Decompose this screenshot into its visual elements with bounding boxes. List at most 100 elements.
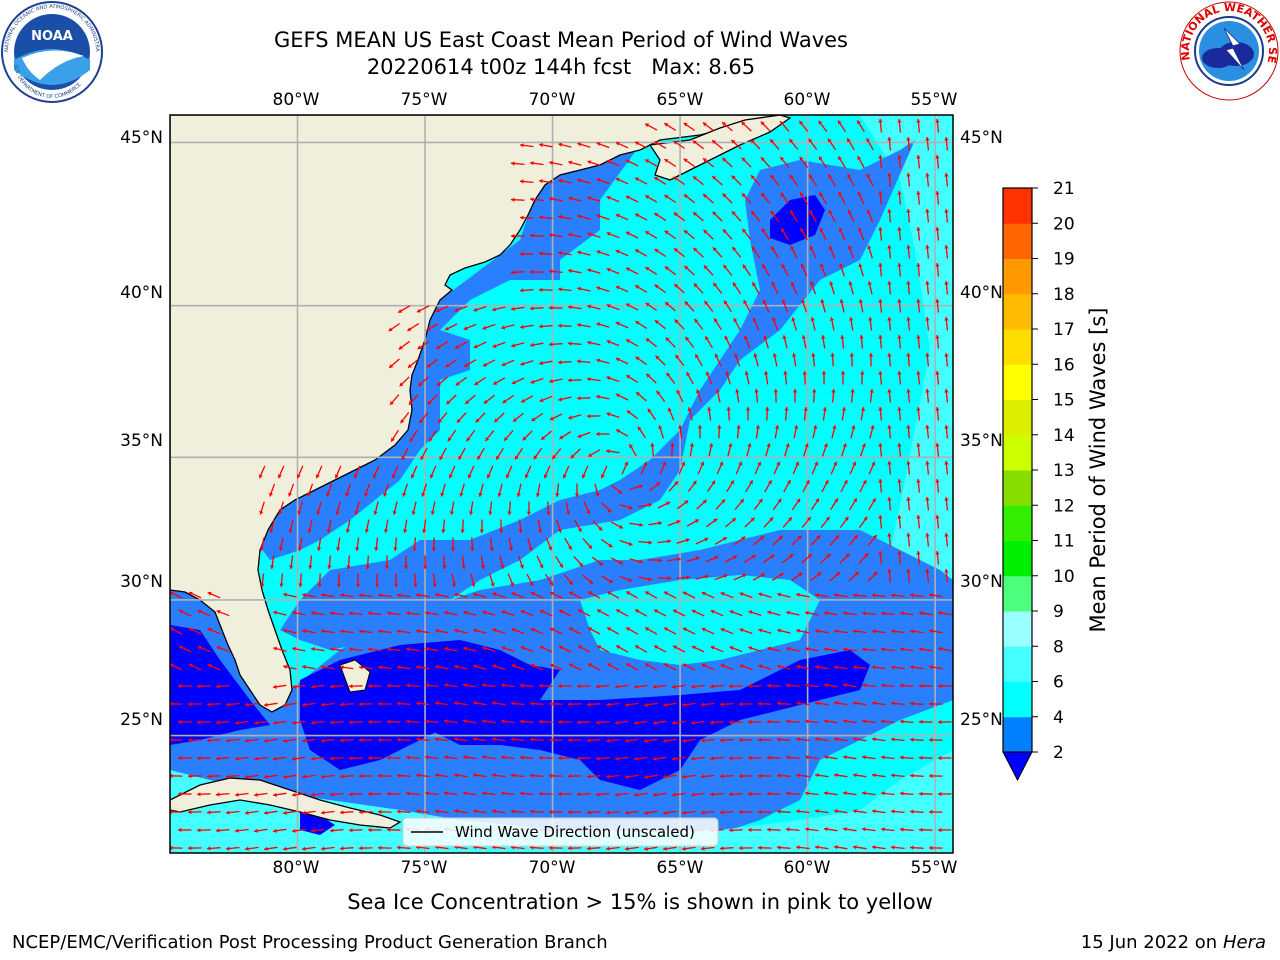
wave-direction-arrow [789, 210, 798, 223]
colorbar-tick-label: 10 [1053, 567, 1075, 587]
wave-direction-arrow [392, 501, 398, 515]
wave-direction-arrow [383, 483, 390, 497]
wave-direction-arrow [720, 663, 734, 671]
wave-direction-arrow [822, 407, 827, 421]
wave-direction-arrow [857, 155, 865, 169]
wave-direction-arrow [492, 592, 506, 599]
wave-direction-arrow [568, 305, 582, 310]
wave-direction-arrow [937, 683, 952, 689]
wave-direction-arrow [774, 424, 780, 439]
wave-direction-arrow [712, 282, 723, 294]
wave-direction-arrow [693, 318, 704, 330]
wave-direction-arrow [475, 412, 486, 423]
wave-direction-arrow [788, 138, 799, 150]
wave-direction-arrow [235, 828, 249, 833]
wave-direction-arrow [245, 810, 259, 815]
footer-date-text: 15 Jun 2022 on [1080, 932, 1218, 953]
wave-direction-arrow [492, 664, 506, 671]
wave-direction-arrow [810, 571, 822, 582]
wave-direction-arrow [215, 828, 230, 833]
wave-direction-arrow [640, 461, 648, 475]
wave-direction-arrow [935, 334, 940, 349]
wave-direction-arrow [750, 174, 761, 186]
wave-direction-arrow [459, 483, 465, 497]
wave-direction-arrow [701, 663, 715, 671]
wave-direction-arrow [653, 645, 667, 653]
wave-direction-arrow [810, 534, 821, 546]
wave-direction-arrow [906, 460, 911, 475]
wave-direction-arrow [815, 737, 829, 742]
wave-direction-arrow [801, 299, 808, 313]
wave-direction-arrow [178, 683, 192, 689]
wave-direction-arrow [944, 136, 949, 151]
wave-direction-arrow [538, 179, 553, 184]
colorbar-tick-label: 18 [1053, 285, 1075, 305]
wave-direction-arrow [283, 774, 297, 779]
wave-direction-arrow [526, 501, 531, 516]
wave-direction-arrow [881, 683, 895, 688]
wave-direction-arrow [420, 447, 428, 461]
wave-direction-arrow [558, 396, 572, 402]
wave-direction-arrow [657, 501, 671, 509]
wave-direction-arrow [170, 591, 183, 599]
wave-direction-arrow [858, 227, 865, 241]
wave-direction-arrow [729, 610, 743, 617]
wave-direction-arrow [729, 646, 743, 653]
wave-direction-arrow [872, 773, 886, 778]
wave-direction-arrow [658, 425, 665, 439]
wave-direction-arrow [815, 845, 829, 850]
wave-direction-arrow [348, 720, 363, 725]
wave-direction-arrow [501, 359, 515, 367]
wave-direction-arrow [606, 702, 620, 707]
wave-direction-arrow [329, 792, 344, 797]
wave-direction-arrow [760, 192, 771, 204]
wave-direction-arrow [944, 532, 949, 547]
wave-direction-arrow [829, 571, 841, 582]
colorbar-segment [1003, 364, 1032, 400]
wave-direction-arrow [625, 231, 639, 239]
wave-direction-arrow [785, 755, 800, 760]
wave-direction-arrow [703, 229, 714, 240]
wave-direction-arrow [808, 138, 818, 150]
wave-direction-arrow [928, 701, 943, 707]
wave-direction-arrow [450, 537, 456, 552]
wave-direction-arrow [355, 573, 361, 588]
wave-direction-arrow [821, 334, 826, 349]
wave-direction-arrow [672, 720, 686, 725]
wave-direction-arrow [444, 719, 458, 724]
wave-direction-arrow [582, 574, 594, 585]
wave-direction-arrow [264, 738, 278, 743]
wave-direction-arrow [432, 573, 437, 587]
wave-direction-arrow [207, 663, 221, 671]
wave-direction-arrow [548, 809, 563, 814]
wave-direction-arrow [715, 389, 721, 403]
wave-direction-arrow [801, 553, 813, 564]
wave-direction-arrow [944, 460, 949, 475]
wave-direction-arrow [625, 774, 639, 779]
wave-direction-arrow [869, 389, 874, 403]
wave-direction-arrow [872, 593, 886, 598]
wave-direction-arrow [511, 628, 525, 635]
wave-direction-arrow [821, 479, 829, 493]
wave-direction-arrow [543, 465, 551, 479]
wave-direction-arrow [782, 299, 789, 313]
wave-direction-arrow [621, 461, 629, 475]
wave-direction-arrow [348, 756, 363, 761]
wave-direction-arrow [712, 246, 723, 258]
wave-direction-arrow [739, 664, 753, 671]
wave-direction-arrow [785, 791, 800, 796]
wave-direction-arrow [868, 352, 874, 367]
footer-host: Hera [1222, 932, 1266, 953]
wave-direction-arrow [442, 555, 447, 570]
lon-label-top: 75°W [401, 90, 448, 110]
wave-direction-arrow [742, 264, 752, 277]
wave-direction-arrow [738, 845, 753, 851]
colorbar-segment [1003, 540, 1032, 577]
wave-direction-arrow [649, 481, 661, 492]
wave-direction-arrow [215, 756, 230, 761]
wave-direction-arrow [302, 774, 316, 779]
lat-label-right: 35°N [960, 431, 1003, 451]
wave-direction-arrow [327, 555, 332, 570]
colorbar-tick-label: 11 [1053, 532, 1075, 552]
wave-direction-arrow [887, 172, 892, 187]
